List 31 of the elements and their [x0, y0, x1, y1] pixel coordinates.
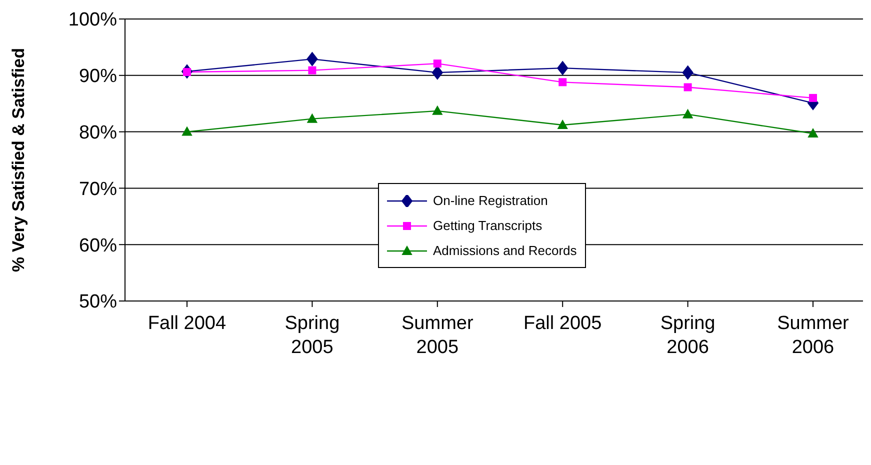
point [433, 60, 442, 68]
legend-label: Getting Transcripts [433, 218, 542, 233]
x-tick-label: Fall 2005 [524, 313, 602, 334]
y-tick-label: 70% [78, 178, 118, 200]
point [682, 109, 693, 118]
point [682, 66, 694, 80]
point [557, 61, 568, 76]
point [684, 83, 692, 92]
point [182, 126, 192, 136]
y-axis-title: % Very Satisfied & Satisfied [9, 48, 28, 272]
point [307, 114, 318, 123]
y-tick-label: 60% [78, 235, 118, 256]
point [432, 106, 442, 115]
point [306, 52, 318, 66]
legend-label: Admissions and Records [433, 243, 577, 258]
legend-label: On-line Registration [433, 193, 548, 208]
point [808, 128, 818, 138]
point [558, 78, 567, 86]
point [809, 94, 817, 102]
point [308, 66, 316, 74]
y-tick-label: 100% [68, 10, 118, 31]
x-tick-label: Summer 2006 [777, 313, 850, 358]
y-tick-label: 80% [78, 122, 118, 144]
point [558, 120, 568, 130]
y-tick-label: 90% [78, 66, 118, 88]
x-tick-label: Fall 2004 [148, 313, 227, 334]
x-tick-label: Spring 2006 [660, 313, 716, 358]
x-tick-label: Spring 2005 [284, 313, 340, 358]
y-tick-label: 50% [78, 292, 118, 313]
x-tick-label: Summer 2005 [402, 313, 474, 358]
point [432, 66, 443, 80]
